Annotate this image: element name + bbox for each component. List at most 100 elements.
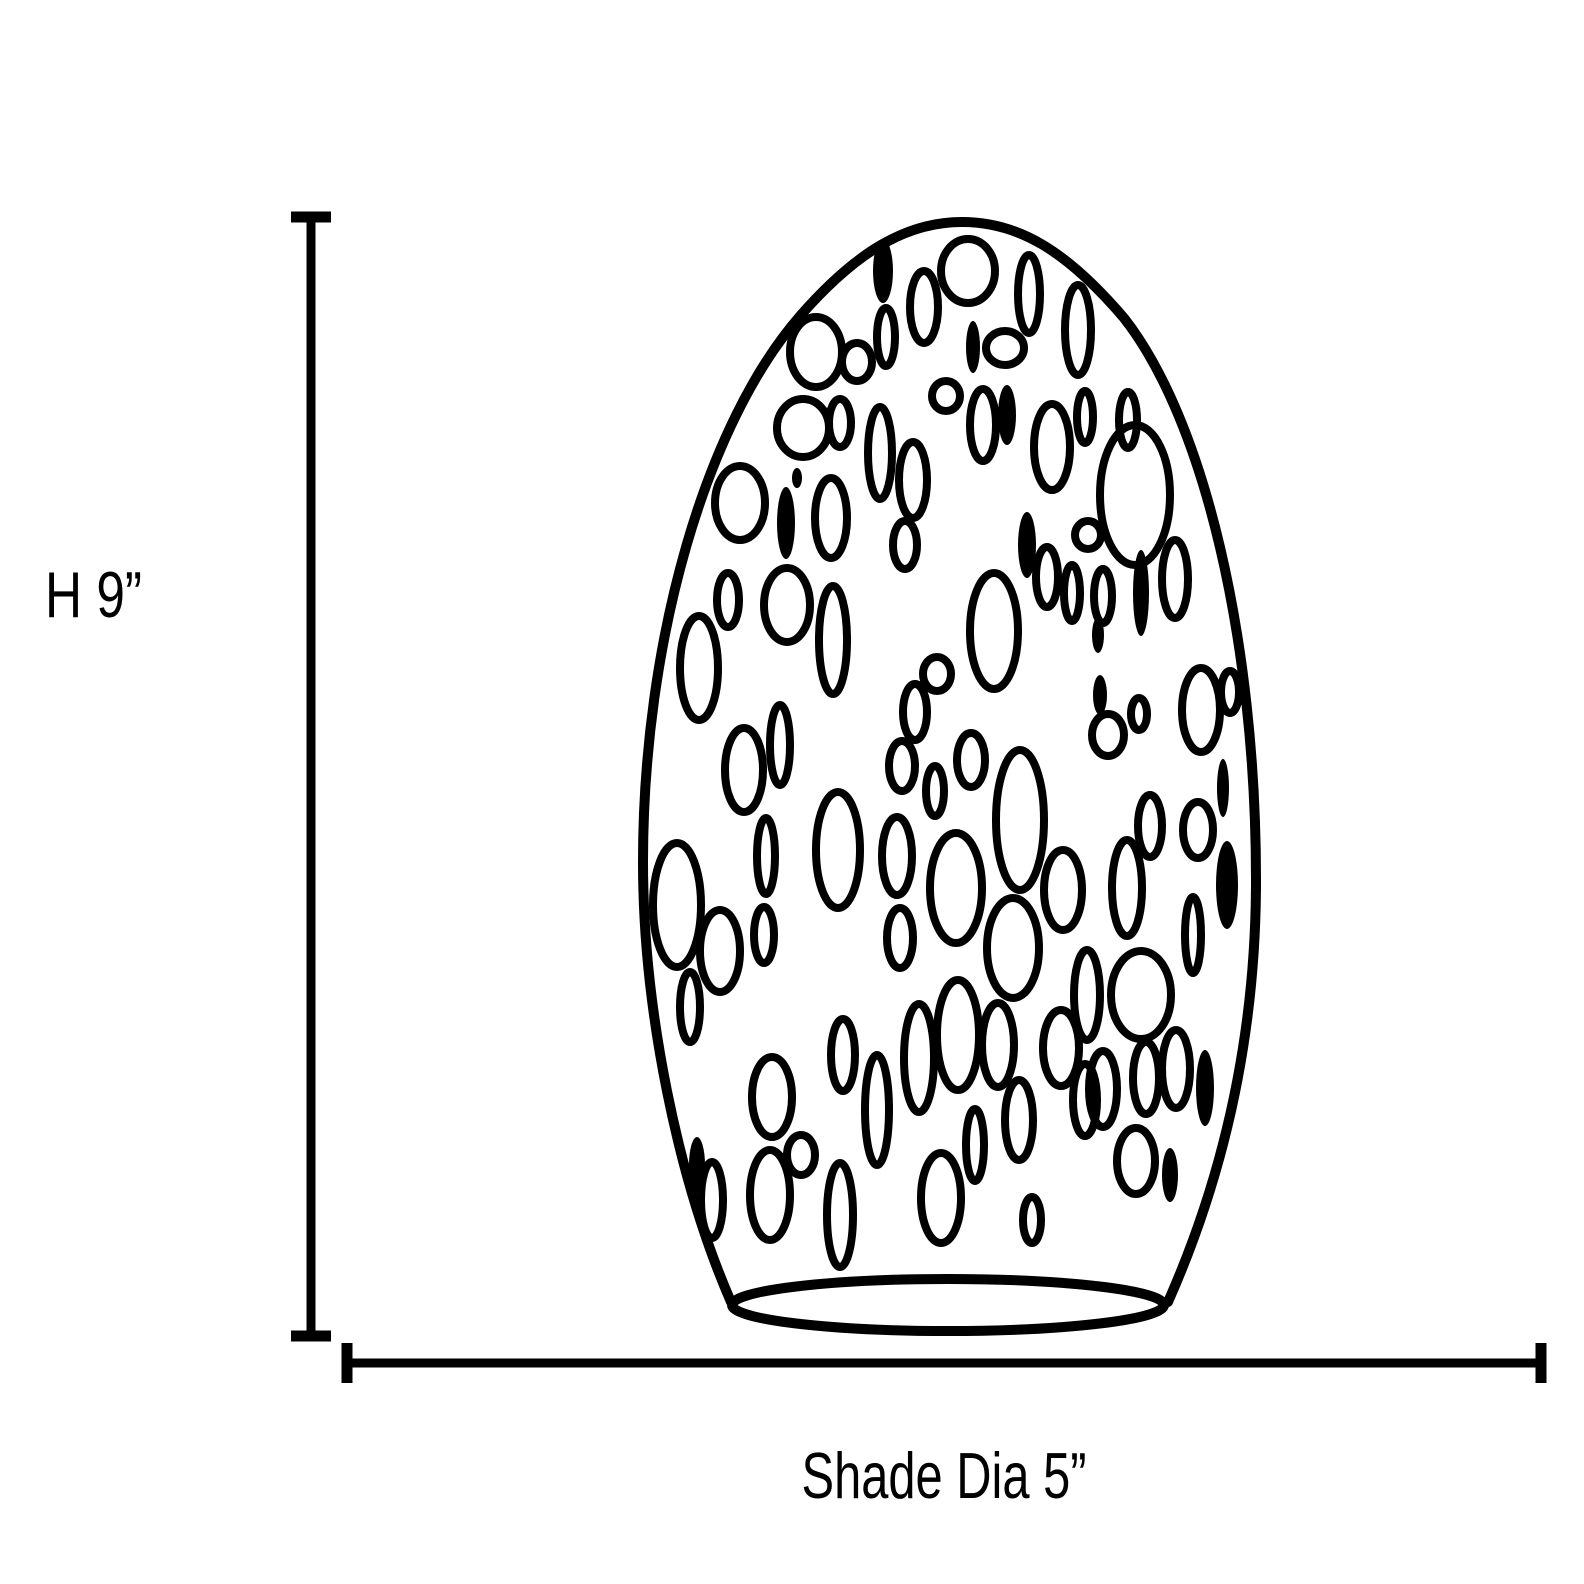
shade-bottom-rim [727, 1274, 1169, 1336]
bubble [825, 395, 855, 451]
bubble [1014, 251, 1044, 337]
bubble [966, 569, 1022, 693]
bubble-filled [1093, 675, 1107, 715]
bubble [1069, 1060, 1101, 1140]
bubble [962, 1105, 988, 1185]
bubble [1107, 947, 1175, 1043]
bubble [786, 313, 846, 391]
bubble [811, 474, 851, 562]
bubble [760, 564, 814, 646]
bubble [1178, 664, 1224, 756]
bubble [815, 582, 851, 698]
bubble-pattern [649, 235, 1243, 1271]
bubble [1039, 1006, 1083, 1090]
bubble [748, 1053, 796, 1141]
bubble [883, 904, 917, 972]
bubble [982, 327, 1028, 369]
bubble [711, 462, 769, 544]
bubble [1070, 946, 1104, 1044]
bubble [861, 1051, 893, 1169]
bubble [1158, 536, 1192, 622]
bubble [917, 1149, 965, 1247]
bubble [1061, 281, 1095, 379]
bubble [885, 737, 919, 795]
bubble [697, 1158, 727, 1242]
bubble [827, 1015, 859, 1095]
bubble [1071, 517, 1105, 553]
bubble [649, 839, 705, 971]
bubble-filled [1216, 841, 1238, 929]
bubble [919, 653, 955, 695]
bubble [1030, 400, 1074, 494]
bubble-filled [1133, 550, 1149, 636]
bubble-filled [998, 385, 1016, 445]
bubble-filled [1092, 617, 1104, 653]
bubble [983, 894, 1043, 1002]
bubble [1108, 836, 1146, 940]
bubble [1090, 565, 1116, 627]
bubble [676, 612, 722, 724]
bubble [1060, 561, 1084, 625]
bubble [1032, 543, 1062, 611]
bubble [696, 906, 744, 996]
bubble [906, 267, 942, 347]
bubble [1001, 1076, 1037, 1164]
bubble [895, 438, 931, 522]
bubble [1073, 387, 1097, 447]
bubble [721, 724, 767, 816]
bubble [922, 762, 948, 820]
bubble-filled [792, 468, 802, 488]
bubble [766, 701, 794, 789]
bubble [873, 304, 899, 370]
bubble-filled [1196, 1050, 1214, 1126]
bubble [1179, 798, 1217, 862]
bubble [1127, 694, 1151, 734]
bubble [992, 746, 1048, 894]
bubble [1217, 667, 1243, 717]
diameter-dimension-label: Shade Dia 5” [802, 1439, 1087, 1512]
bubble [773, 395, 833, 461]
bubble [889, 517, 921, 573]
bubble [1085, 1047, 1121, 1131]
height-dimension-line [291, 211, 331, 1342]
bubble [753, 814, 779, 898]
bubble [953, 729, 989, 791]
lamp-shade-drawing [637, 216, 1262, 1336]
bubble [899, 680, 931, 744]
shade-outline [637, 216, 1262, 1307]
bubble-filled [1018, 512, 1036, 578]
bubble [1088, 710, 1128, 760]
bubble-filled [1217, 759, 1229, 817]
bubble [783, 1131, 819, 1179]
bubble [1129, 1038, 1163, 1118]
diameter-dimension-line [341, 1343, 1547, 1383]
bubble [933, 976, 983, 1094]
bubble [1019, 1193, 1045, 1247]
bubble [1134, 791, 1166, 861]
bubble [838, 339, 876, 385]
bubble [1113, 1124, 1159, 1198]
bubble [1040, 846, 1086, 934]
bubble [1158, 1026, 1194, 1112]
bubble [926, 829, 986, 947]
bubble [937, 235, 999, 307]
bubble [746, 1146, 794, 1244]
bubble [878, 813, 916, 899]
bubble [676, 968, 704, 1046]
bubble [823, 1159, 857, 1271]
bubble-filled [966, 321, 980, 373]
bubble-filled [873, 239, 893, 303]
bubble [978, 999, 1018, 1091]
bubble [713, 569, 743, 631]
bubble [966, 385, 1000, 465]
bubble [900, 1000, 938, 1116]
bubble [1115, 388, 1141, 452]
bubble [864, 403, 896, 503]
height-dimension-label: H 9” [45, 558, 142, 631]
bubble [928, 377, 964, 415]
bubble-filled [777, 487, 795, 559]
bubble [750, 903, 778, 967]
bubble [812, 788, 864, 912]
